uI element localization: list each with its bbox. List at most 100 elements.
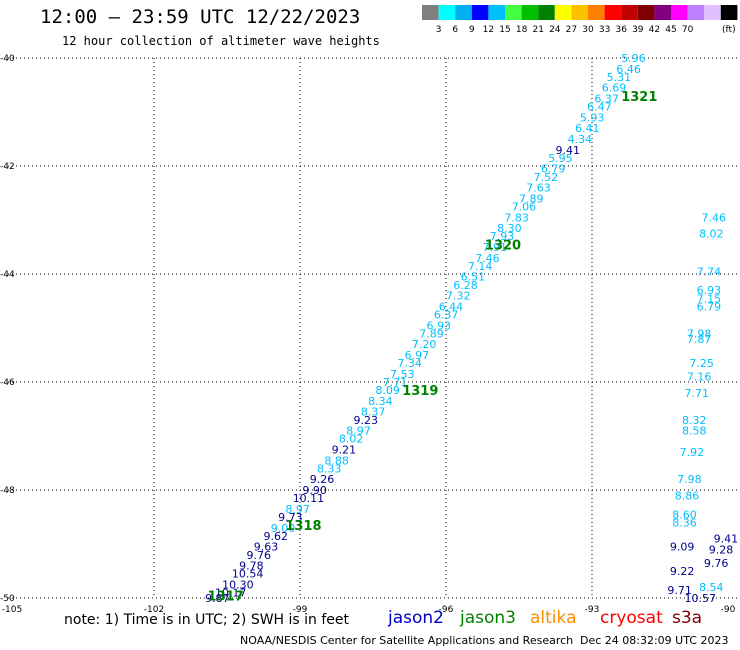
swh-value-label: 9.73 xyxy=(278,511,303,524)
swh-value-label: 8.33 xyxy=(317,462,342,475)
swh-value-label: 9.76 xyxy=(246,549,271,562)
pass-time-label: 1321 xyxy=(621,90,657,105)
color-scale-label: 18 xyxy=(516,25,528,35)
chart-title: 12:00 – 23:59 UTC 12/22/2023 xyxy=(40,6,361,28)
swh-value-label: 6.93 xyxy=(427,319,452,332)
color-scale-label: 27 xyxy=(566,25,577,35)
color-scale-label: 70 xyxy=(682,25,694,35)
swh-value-label: 8.97 xyxy=(346,425,371,438)
swh-value-label: 5.96 xyxy=(621,52,646,65)
chart-subtitle: 12 hour collection of altimeter wave hei… xyxy=(62,34,380,48)
legend-jason2: jason2 xyxy=(388,608,444,628)
swh-value-label: 7.98 xyxy=(687,327,712,340)
swh-value-label: 8.86 xyxy=(675,489,700,502)
color-scale-label: 9 xyxy=(469,25,475,35)
swh-value-label: 8.54 xyxy=(699,581,724,594)
swh-value-label: 8.36 xyxy=(672,516,697,529)
color-swatch xyxy=(588,5,605,20)
color-swatch xyxy=(438,5,456,20)
y-tick-label: -48 xyxy=(0,486,15,496)
color-scale-label: 21 xyxy=(532,25,543,35)
color-swatch xyxy=(455,5,472,20)
x-tick-label: -90 xyxy=(721,605,736,615)
x-tick-label: -102 xyxy=(144,605,164,615)
color-swatch xyxy=(471,5,489,20)
swh-value-label: 6.46 xyxy=(616,63,641,76)
swh-value-label: 9.63 xyxy=(254,541,279,554)
swh-value-label: 8.88 xyxy=(324,454,349,467)
color-scale-label: 3 xyxy=(436,25,442,35)
swh-value-label: 10.17 xyxy=(215,587,247,600)
color-swatch xyxy=(604,5,622,20)
color-swatch xyxy=(521,5,539,20)
swh-value-label: 7.93 xyxy=(490,230,515,243)
swh-value-label: 6.44 xyxy=(439,300,464,313)
units-note: note: 1) Time is in UTC; 2) SWH is in fe… xyxy=(64,612,350,628)
swh-value-label: 7.46 xyxy=(475,252,500,265)
y-tick-label: -44 xyxy=(0,270,15,280)
color-scale-legend: 3 6 9 12 15 18 21 24 27 30 33 36 39 42 45 70 (ft) xyxy=(422,5,738,35)
color-swatch xyxy=(422,5,439,20)
color-scale-label: 45 xyxy=(665,25,676,35)
swh-value-label: 5.31 xyxy=(607,71,632,84)
x-tick-label: -99 xyxy=(293,605,308,615)
swh-value-label: 7.53 xyxy=(390,368,415,381)
swh-value-label: 8.58 xyxy=(682,425,707,438)
swh-value-label: 9.41 xyxy=(556,144,581,157)
y-tick-label: -42 xyxy=(0,162,15,172)
swh-value-label: 9.26 xyxy=(310,473,335,486)
color-scale-label: 24 xyxy=(549,25,561,35)
swh-value-label: 6.79 xyxy=(541,163,566,176)
swh-value-label: 7.16 xyxy=(687,371,712,384)
swh-value-label: 8.02 xyxy=(339,433,364,446)
pass-time-label: 1318 xyxy=(285,519,321,534)
swh-value-label: 7.06 xyxy=(512,201,537,214)
y-tick-label: -46 xyxy=(0,378,15,388)
swh-value-label: 9.00 xyxy=(271,522,296,535)
color-swatch xyxy=(488,5,505,20)
swh-value-label: 5.95 xyxy=(548,152,573,165)
swh-value-label: 9.62 xyxy=(264,530,289,543)
swh-value-label: 8.02 xyxy=(699,228,724,241)
color-swatch xyxy=(687,5,705,20)
color-scale-label: 12 xyxy=(483,25,494,35)
color-scale-label: 15 xyxy=(499,25,510,35)
swh-value-label: 4.34 xyxy=(568,133,593,146)
swh-value-label: 6.37 xyxy=(594,93,619,106)
swh-value-label: 7.71 xyxy=(684,387,709,400)
legend-s3a: s3a xyxy=(672,608,703,628)
swh-value-label: 8.34 xyxy=(368,395,393,408)
swh-value-label: 9.78 xyxy=(239,560,264,573)
swh-value-label: 8.37 xyxy=(361,406,386,419)
color-swatch xyxy=(671,5,688,20)
swh-value-label: 10.30 xyxy=(222,579,254,592)
color-swatch xyxy=(637,5,655,20)
color-scale-label: 6 xyxy=(452,25,458,35)
swh-value-label: 10.54 xyxy=(232,568,264,581)
color-swatch xyxy=(621,5,638,20)
x-tick-label: -105 xyxy=(2,605,22,615)
color-scale-label: 36 xyxy=(615,25,627,35)
color-scale-label: 42 xyxy=(649,25,660,35)
swh-value-label: 6.41 xyxy=(575,122,600,135)
swh-value-label: 7.15 xyxy=(697,292,722,305)
x-tick-label: -96 xyxy=(439,605,454,615)
swh-value-label: 7.14 xyxy=(468,260,493,273)
swh-value-label: 6.28 xyxy=(453,279,478,292)
swh-value-label: 5.93 xyxy=(580,111,605,124)
color-scale-label: 33 xyxy=(599,25,610,35)
color-swatch xyxy=(704,5,721,20)
swh-value-label: 7.25 xyxy=(689,357,714,370)
swh-value-label: 7.98 xyxy=(677,473,702,486)
color-swatch xyxy=(720,5,738,20)
color-scale-label: 30 xyxy=(582,25,594,35)
swh-value-label: 9.71 xyxy=(667,584,692,597)
swh-value-label: 9.22 xyxy=(670,565,695,578)
swh-value-label: 10.57 xyxy=(684,592,716,605)
swh-value-label: 7.32 xyxy=(446,290,471,303)
swh-value-label: 6.93 xyxy=(697,284,722,297)
legend-cryosat: cryosat xyxy=(600,608,663,628)
swh-value-label: 7.46 xyxy=(702,211,727,224)
footer-source: NOAA/NESDIS Center for Satellite Applica… xyxy=(240,634,574,647)
footer-timestamp: Dec 24 08:32:09 UTC 2023 xyxy=(580,634,729,647)
